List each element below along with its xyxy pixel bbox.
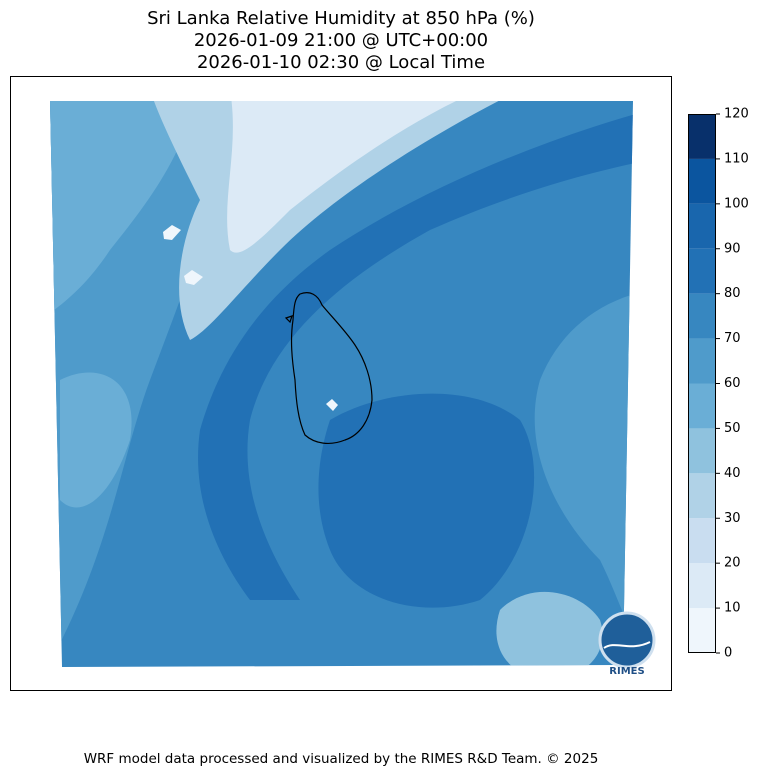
colorbar-tick-label: 80 [724,286,741,301]
footer: WRF model data processed and visualized … [84,751,599,767]
colorbar-band [688,383,716,429]
colorbar-band [688,608,716,653]
colorbar-band [688,428,716,474]
humidity-field [50,101,633,667]
colorbar-tick-label: 90 [724,241,741,256]
title-line: Sri Lanka Relative Humidity at 850 hPa (… [147,8,535,29]
map-frame [10,76,672,691]
colorbar-tick-label: 50 [724,421,741,436]
title-line: 2026-01-09 21:00 @ UTC+00:00 [194,30,488,51]
logo-emblem [598,611,656,669]
colorbar-tick-label: 10 [724,601,741,616]
colorbar-tick-label: 110 [724,151,749,166]
contour [60,372,132,508]
colorbar-tick-label: 0 [724,646,732,661]
contour [163,225,181,240]
logo: RIMES [598,611,656,677]
contour [198,110,633,600]
colorbar-tick-label: 60 [724,376,741,391]
logo-wave [603,641,651,649]
title-line: 2026-01-10 02:30 @ Local Time [197,52,485,73]
colorbar-frame [688,114,716,653]
colorbar-band [688,248,716,294]
colorbar-band [688,563,716,609]
colorbar-band [688,158,716,204]
colorbar: 0 10 20 30 40 50 60 70 80 90 100 110 120 [688,107,749,661]
contour [227,101,480,253]
colorbar-tick-label: 30 [724,511,741,526]
contour [50,101,200,320]
colorbar-band [688,293,716,339]
contour [184,270,203,285]
colorbar-tick-label: 100 [724,196,749,211]
colorbar-band [688,473,716,519]
sri-lanka-outline [284,292,373,445]
contour [318,393,535,608]
colorbar-band [688,114,716,159]
colorbar-band [688,338,716,384]
colorbar-tick-label: 40 [724,466,741,481]
contour [534,290,633,660]
colorbar-band [688,203,716,249]
colorbar-tick-label: 70 [724,331,741,346]
colorbar-band [688,518,716,564]
contour [326,399,338,411]
logo-text: RIMES [609,666,644,677]
colorbar-tick-label: 120 [724,107,749,122]
colorbar-tick-label: 20 [724,556,741,571]
contour [496,591,603,667]
